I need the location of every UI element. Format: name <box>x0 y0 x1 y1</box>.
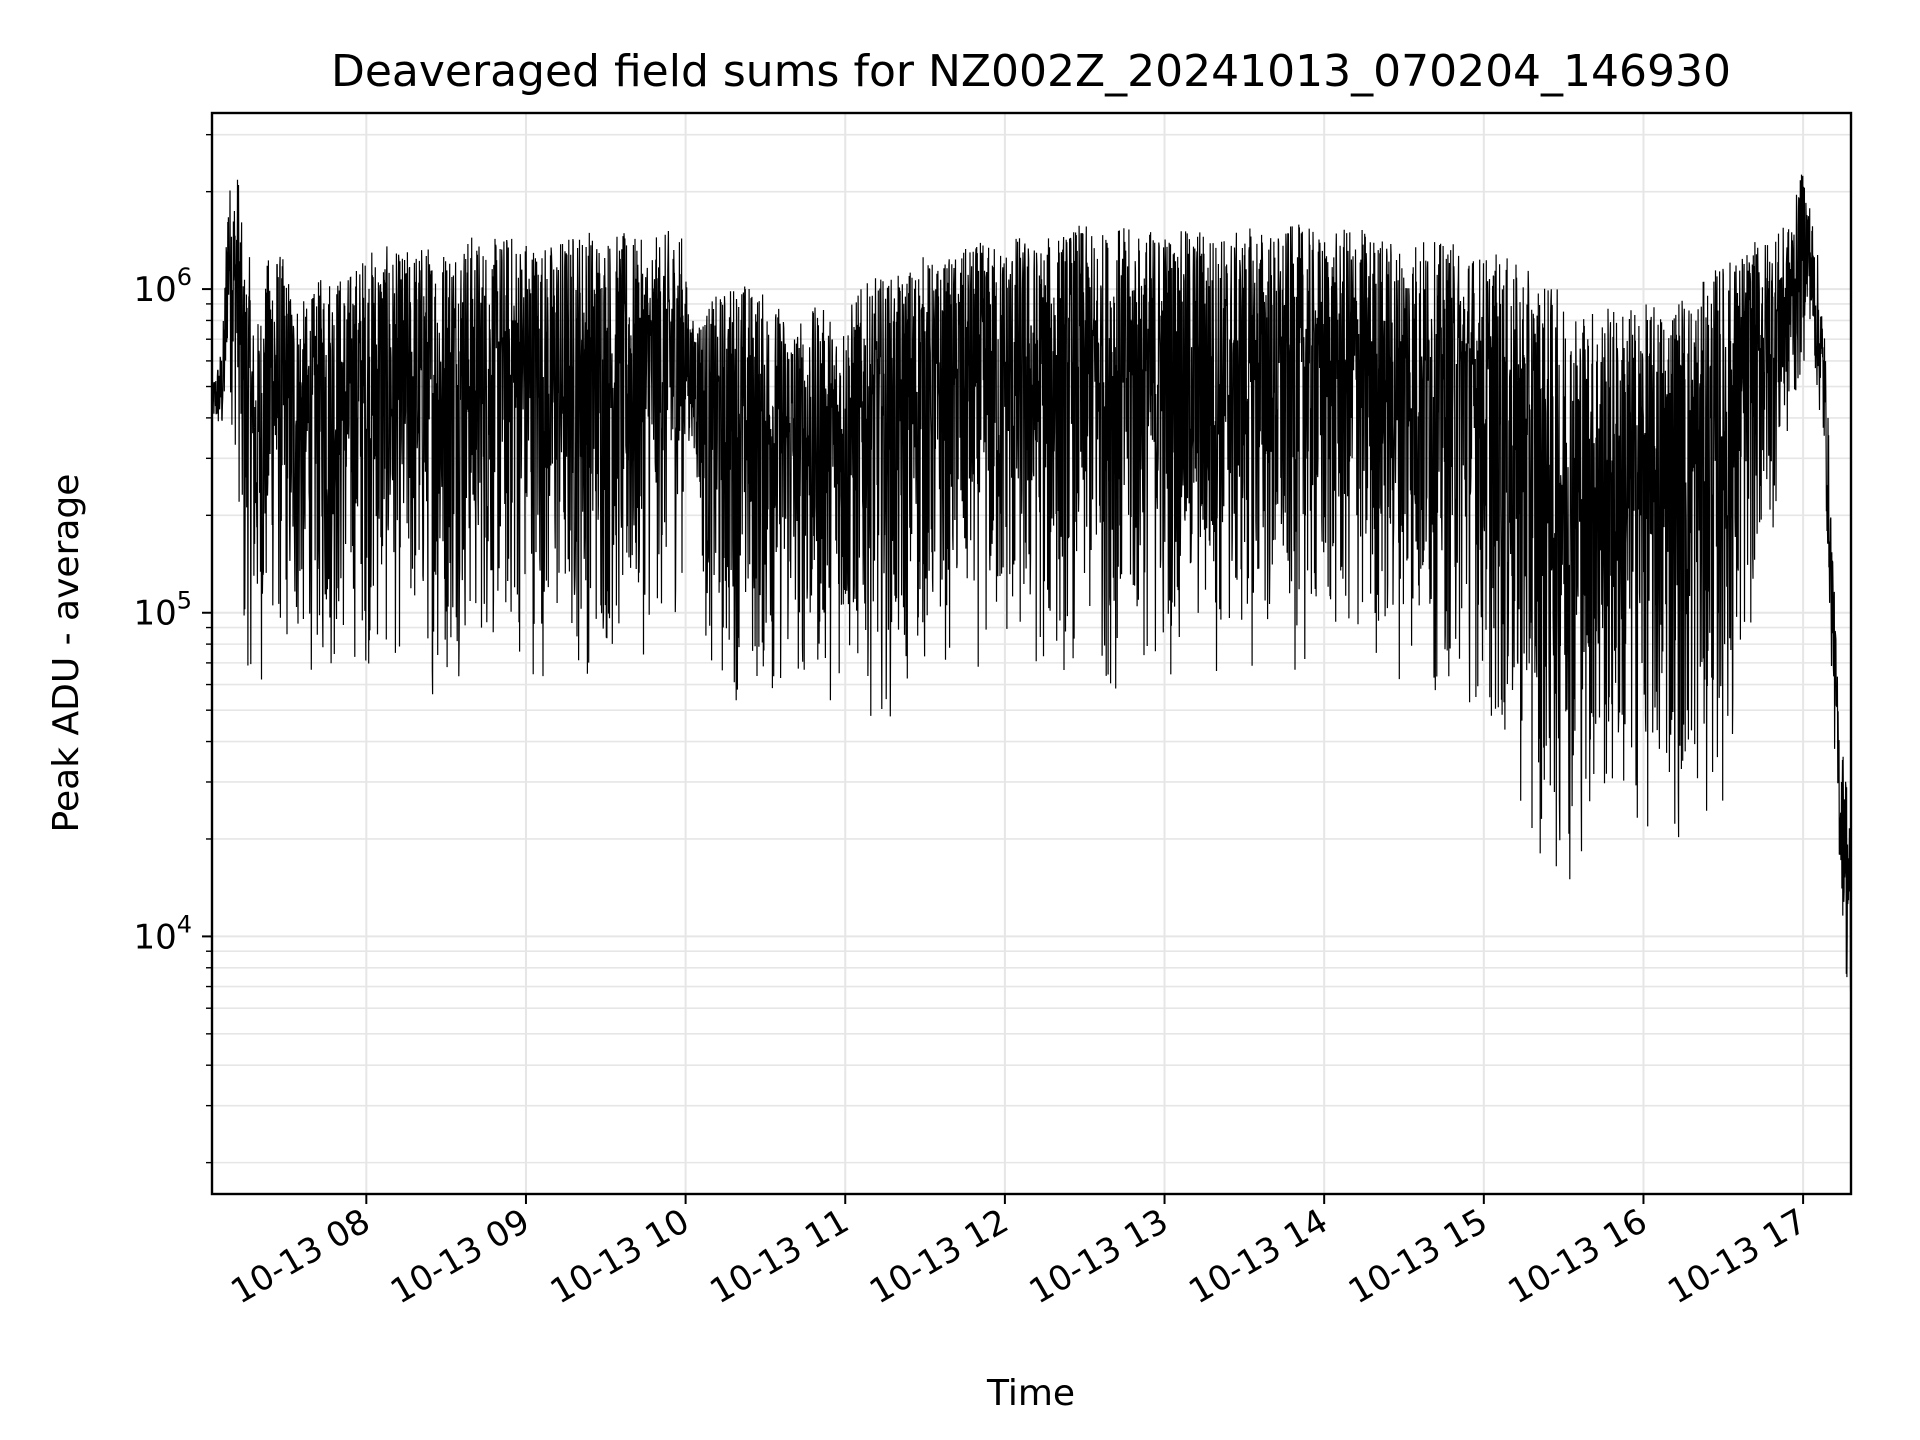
series-line <box>211 174 1852 1005</box>
chart-title: Deaveraged field sums for NZ002Z_2024101… <box>331 46 1731 97</box>
y-tick-label-exponent: 5 <box>177 587 192 615</box>
y-tick-label-base: 10 <box>133 594 176 634</box>
y-tick-label-exponent: 6 <box>177 263 192 291</box>
y-tick-label-base: 10 <box>133 917 176 957</box>
axis-ticks <box>202 133 1805 1204</box>
y-tick-label: 104 <box>133 910 192 957</box>
y-tick-label-exponent: 4 <box>177 910 192 938</box>
y-tick-label-base: 10 <box>133 270 176 310</box>
x-axis-label: Time <box>986 1373 1075 1414</box>
y-tick-label: 105 <box>133 587 192 634</box>
y-axis-label: Peak ADU - average <box>46 474 87 833</box>
plot-frame <box>210 111 1853 1196</box>
data-series <box>211 174 1852 1005</box>
y-tick-label: 106 <box>133 263 192 310</box>
